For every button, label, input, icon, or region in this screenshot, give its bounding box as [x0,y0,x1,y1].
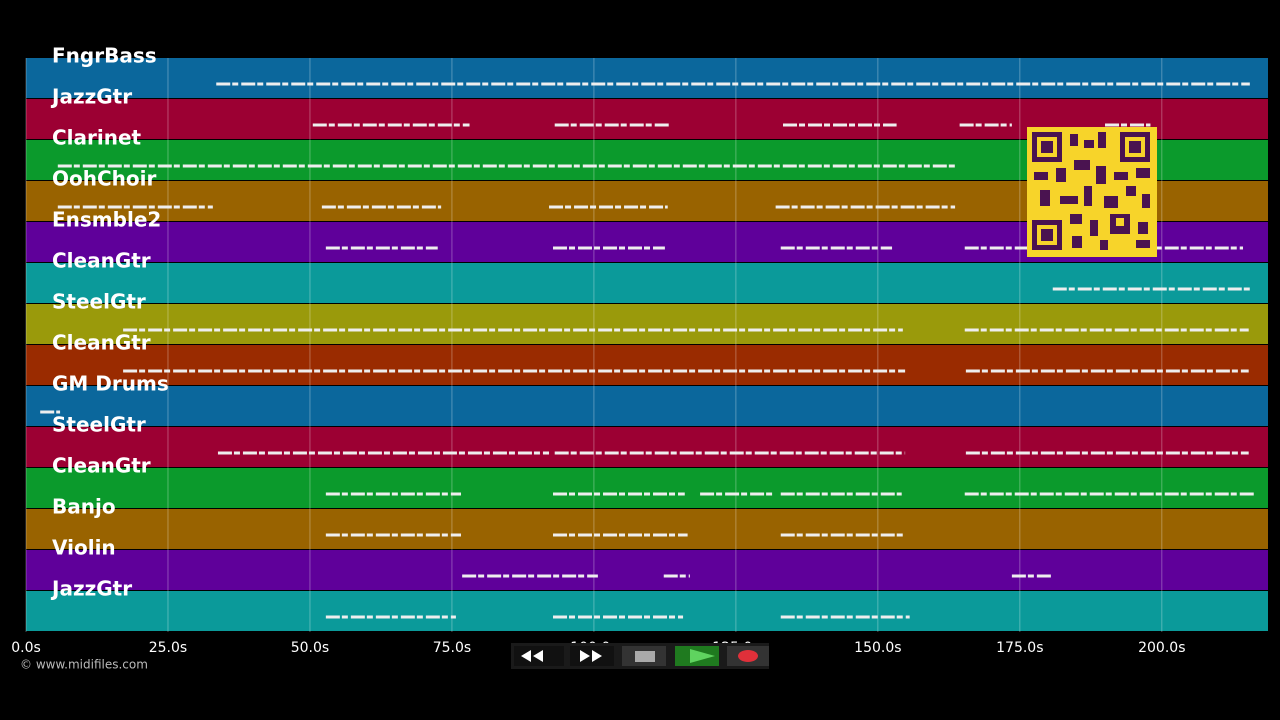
track-name: OohChoir [52,167,156,191]
playback-controls [511,643,769,669]
track-row [26,263,1268,303]
track-row [26,345,1268,385]
track-name: GM Drums [52,372,169,396]
credit: © www.midifiles.com [20,658,148,672]
play-button[interactable] [675,646,719,666]
track-name: SteelGtr [52,413,146,437]
x-tick-label: 150.0s [854,640,901,656]
x-tick-label: 75.0s [433,640,471,656]
track-name: Clarinet [52,126,142,150]
qr-code [1027,127,1157,257]
track-row [26,550,1268,590]
track-name: Violin [52,536,116,560]
x-tick-label: 0.0s [11,640,41,656]
x-tick-label: 50.0s [291,640,329,656]
track-name: CleanGtr [52,331,151,355]
track-name: SteelGtr [52,290,146,314]
track-row [26,509,1268,549]
track-name: CleanGtr [52,249,151,273]
record-button[interactable] [727,646,769,666]
x-tick-label: 25.0s [149,640,187,656]
x-tick-label: 175.0s [996,640,1043,656]
fast-forward-button[interactable] [570,646,614,666]
track-name: Ensmble2 [52,208,161,232]
track-row [26,591,1268,631]
x-tick-label: 200.0s [1138,640,1185,656]
track-row [26,427,1268,467]
track-row [26,386,1268,426]
track-row [26,304,1268,344]
track-name: Banjo [52,495,116,519]
track-name: JazzGtr [50,85,132,109]
track-name: JazzGtr [50,577,132,601]
stop-button[interactable] [622,646,666,666]
track-name: CleanGtr [52,454,151,478]
track-row [26,468,1268,508]
track-row [26,58,1268,98]
track-name: FngrBass [52,44,157,68]
rewind-button[interactable] [514,646,564,666]
